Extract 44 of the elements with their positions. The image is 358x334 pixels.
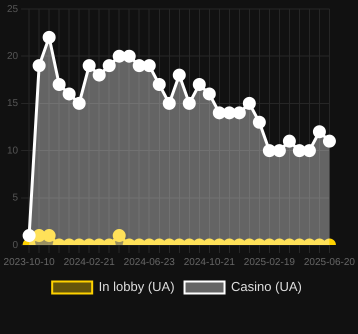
point xyxy=(142,59,156,72)
y-tick-label: 5 xyxy=(12,192,19,204)
x-tick-label: 2024-06-23 xyxy=(124,256,176,268)
point xyxy=(92,68,106,82)
x-tick-label: 2024-10-21 xyxy=(184,256,236,268)
point xyxy=(192,78,206,92)
point xyxy=(112,50,126,63)
point xyxy=(162,96,176,110)
y-tick-label: 25 xyxy=(7,4,19,15)
x-tick-label: 2023-10-10 xyxy=(4,256,56,268)
point xyxy=(262,144,276,158)
point xyxy=(152,78,166,92)
point xyxy=(242,96,256,110)
legend-label: In lobby (UA) xyxy=(98,279,175,294)
point xyxy=(122,50,136,63)
point xyxy=(322,134,336,148)
point xyxy=(182,96,196,110)
y-tick-label: 10 xyxy=(7,145,19,156)
point xyxy=(132,59,146,72)
x-tick-label: 2025-02-19 xyxy=(244,256,296,268)
point xyxy=(62,87,76,100)
point xyxy=(292,144,306,158)
point xyxy=(82,59,96,72)
point xyxy=(252,116,266,129)
point xyxy=(232,106,246,120)
y-tick-label: 20 xyxy=(7,50,19,62)
legend-label: Casino (UA) xyxy=(231,279,302,294)
x-tick-label: 2025-06-20 xyxy=(304,256,356,268)
y-tick-label: 0 xyxy=(12,240,19,251)
x-tick-label: 2024-02-21 xyxy=(64,256,116,268)
point xyxy=(52,78,66,92)
point xyxy=(212,106,226,120)
point xyxy=(302,144,316,158)
point xyxy=(32,59,46,72)
y-tick-label: 15 xyxy=(7,98,19,110)
point xyxy=(72,96,86,110)
point xyxy=(222,106,236,120)
point xyxy=(42,30,56,44)
point xyxy=(102,59,116,72)
point xyxy=(172,68,186,82)
point xyxy=(312,125,326,138)
point xyxy=(282,134,296,148)
point xyxy=(202,87,216,100)
point xyxy=(272,144,286,158)
